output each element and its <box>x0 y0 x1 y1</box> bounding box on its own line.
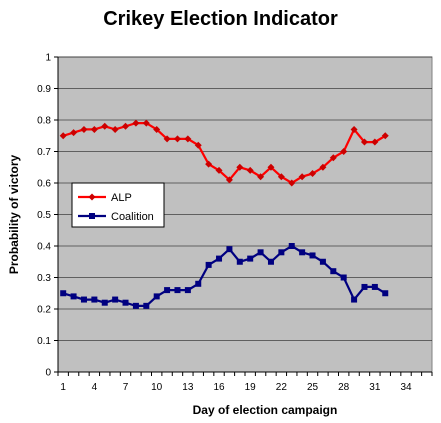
legend-box <box>71 182 165 228</box>
alp-point <box>101 122 109 130</box>
coalition-point <box>288 243 295 249</box>
coalition-point <box>80 296 87 303</box>
y-tick-label: 0.4 <box>37 242 51 253</box>
alp-point <box>163 135 171 143</box>
alp-point <box>153 125 161 133</box>
alp-point <box>298 173 306 181</box>
coalition-point <box>257 249 264 256</box>
alp-point <box>173 135 181 143</box>
coalition-point <box>319 258 326 265</box>
y-tick-label: 1 <box>45 53 51 64</box>
x-tick-label: 10 <box>151 382 163 393</box>
y-tick-label: 0.3 <box>37 273 51 284</box>
alp-point <box>381 132 389 140</box>
alp-point <box>70 129 78 137</box>
alp-point <box>194 141 202 149</box>
alp-point <box>215 166 223 174</box>
coalition-point <box>143 302 150 309</box>
x-tick-label: 22 <box>276 382 288 393</box>
legend-alp-label: ALP <box>111 192 132 204</box>
coalition-point <box>205 261 212 268</box>
alp-point <box>277 173 285 181</box>
alp-point <box>360 138 368 146</box>
alp-point <box>225 176 233 184</box>
alp-point <box>329 154 337 162</box>
alp-point <box>309 170 317 178</box>
x-tick-label: 1 <box>60 382 66 393</box>
y-tick-label: 0.9 <box>37 84 51 95</box>
y-tick-label: 0.2 <box>37 305 51 316</box>
legend-coalition-label: Coalition <box>111 211 154 223</box>
alp-point <box>122 122 130 130</box>
y-tick-label: 0.8 <box>37 116 51 127</box>
x-tick-label: 16 <box>213 382 225 393</box>
series-layer <box>59 119 389 309</box>
legend: ALP Coalition <box>71 182 165 228</box>
x-tick-label: 28 <box>338 382 350 393</box>
coalition-point <box>309 252 316 259</box>
y-axis-title: Probability of victory <box>7 154 21 274</box>
coalition-point <box>278 249 285 256</box>
coalition-point <box>184 287 191 294</box>
alp-point <box>132 119 140 127</box>
alp-point <box>80 125 88 133</box>
alp-point <box>257 173 265 181</box>
legend-coalition-marker <box>89 213 95 219</box>
coalition-point <box>340 274 347 281</box>
coalition-point <box>122 299 129 306</box>
alp-point <box>319 163 327 171</box>
x-tick-label: 4 <box>92 382 98 393</box>
x-tick-label: 7 <box>123 382 129 393</box>
y-tick-label: 0.7 <box>37 147 51 158</box>
coalition-point <box>112 296 119 303</box>
coalition-point <box>60 290 67 297</box>
coalition-point <box>382 290 389 297</box>
coalition-point <box>195 280 202 287</box>
alp-point <box>90 125 98 133</box>
alp-point <box>236 163 244 171</box>
alp-point <box>267 163 275 171</box>
x-tick-label: 34 <box>400 382 412 393</box>
coalition-point <box>101 299 108 306</box>
y-tick-label: 0.5 <box>37 210 51 221</box>
alp-point <box>142 119 150 127</box>
alp-point <box>111 125 119 133</box>
axes: 0 0.1 0.2 0.3 0.4 0.5 0.6 0.7 0.8 0.9 1 1 4 7 10 13 16 19… <box>37 53 433 393</box>
x-tick-label: 13 <box>182 382 194 393</box>
coalition-point <box>247 255 254 262</box>
x-tick-label: 25 <box>307 382 319 393</box>
coalition-point <box>164 287 171 294</box>
chart-title: Crikey Election Indicator <box>103 8 338 30</box>
x-tick-label: 31 <box>369 382 381 393</box>
x-tick-label: 19 <box>245 382 257 393</box>
legend-alp-marker <box>88 193 96 201</box>
coalition-point <box>153 293 160 300</box>
coalition-point <box>330 268 337 275</box>
coalition-point <box>299 249 306 256</box>
alp-point <box>59 132 67 140</box>
coalition-point <box>351 296 358 303</box>
alp-point <box>246 166 254 174</box>
coalition-point <box>216 255 223 262</box>
alp-point <box>371 138 379 146</box>
alp-point <box>205 160 213 168</box>
coalition-point <box>267 258 274 265</box>
coalition-point <box>361 283 368 290</box>
coalition-point <box>236 258 243 265</box>
y-tick-label: 0.6 <box>37 179 51 190</box>
alp-point <box>288 179 296 187</box>
alp-point <box>350 125 358 133</box>
alp-point <box>340 148 348 155</box>
x-axis-title: Day of election campaign <box>193 403 338 417</box>
coalition-point <box>226 246 233 253</box>
coalition-point <box>371 283 378 290</box>
alp-point <box>184 135 192 143</box>
coalition-point <box>132 302 139 309</box>
coalition-point <box>70 293 77 300</box>
y-tick-label: 0 <box>45 368 51 379</box>
y-tick-label: 0.1 <box>37 336 51 347</box>
coalition-point <box>91 296 98 303</box>
coalition-point <box>174 287 181 294</box>
